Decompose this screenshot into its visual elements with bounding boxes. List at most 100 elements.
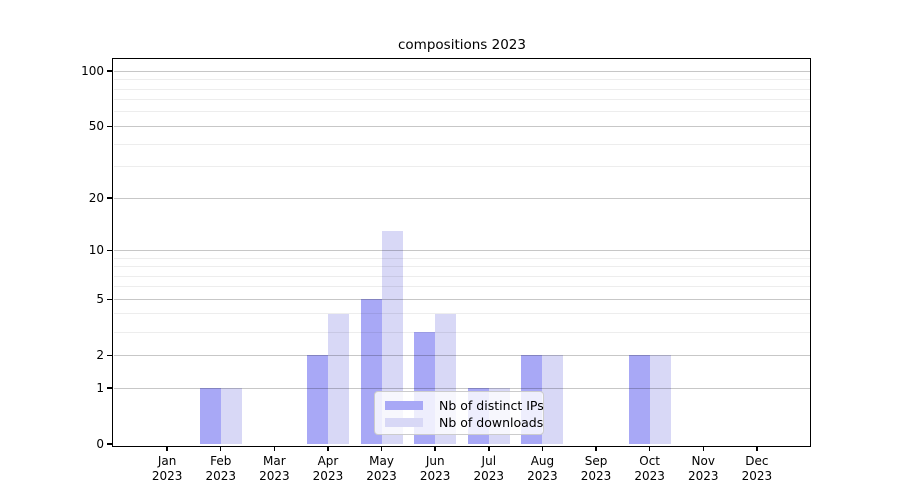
gridline-minor-80 <box>113 88 811 90</box>
x-tick-year: 2023 <box>259 469 290 483</box>
y-tick-label-1: 1 <box>96 381 104 395</box>
x-tick-aug <box>541 445 544 451</box>
x-tick-month: Jul <box>481 454 497 468</box>
y-tick-label-50: 50 <box>88 119 104 134</box>
x-tick-oct <box>648 445 651 451</box>
x-tick-nov <box>702 445 705 451</box>
gridline-major-10 <box>113 249 811 251</box>
x-tick-year: 2023 <box>473 469 505 483</box>
x-tick-label-jul-2023: Jul 2023 <box>462 454 516 484</box>
x-tick-label-sep-2023: Sep 2023 <box>569 454 623 484</box>
x-tick-label-jan-2023: Jan 2023 <box>140 454 194 484</box>
x-tick-month: Feb <box>210 454 232 468</box>
x-tick-month: Jan <box>157 454 177 468</box>
x-tick-year: 2023 <box>312 469 344 483</box>
x-tick-month: Sep <box>584 454 608 468</box>
x-tick-year: 2023 <box>205 469 236 483</box>
gridline-major-5 <box>113 298 811 300</box>
bar-nb-of-downloads-oct-2023 <box>649 355 671 444</box>
x-tick-month: Nov <box>691 454 715 468</box>
y-tick-50 <box>107 125 112 128</box>
y-tick-0 <box>107 443 112 445</box>
x-tick-year: 2023 <box>634 469 665 483</box>
gridline-minor-6 <box>113 286 811 288</box>
bar-nb-of-distinct-ips-apr-2023 <box>306 355 328 444</box>
legend: Nb of distinct IPs Nb of downloads <box>374 391 544 435</box>
x-tick-label-feb-2023: Feb 2023 <box>194 454 248 484</box>
y-tick-label-100: 100 <box>81 64 104 79</box>
x-tick-label-apr-2023: Apr 2023 <box>301 454 355 484</box>
y-tick-label-20: 20 <box>88 191 104 206</box>
x-tick-year: 2023 <box>151 469 183 483</box>
gridline-major-50 <box>113 125 811 127</box>
y-tick-label-0: 0 <box>96 437 104 451</box>
gridline-major-100 <box>113 70 811 72</box>
y-tick-label-2: 2 <box>96 348 104 363</box>
gridline-major-2 <box>113 354 811 356</box>
x-tick-month: Dec <box>745 454 769 468</box>
x-tick-month: Oct <box>639 454 661 468</box>
chart-title: compositions 2023 <box>398 37 526 53</box>
x-tick-label-mar-2023: Mar 2023 <box>247 454 301 484</box>
x-tick-label-dec-2023: Dec 2023 <box>730 454 784 484</box>
x-tick-year: 2023 <box>419 469 451 483</box>
y-tick-20 <box>107 197 112 199</box>
legend-item-nb-of-downloads: Nb of downloads <box>385 414 543 431</box>
bar-nb-of-downloads-feb-2023 <box>220 388 242 444</box>
gridline-minor-40 <box>113 143 811 145</box>
gridline-minor-9 <box>113 257 811 259</box>
x-tick-year: 2023 <box>366 469 397 483</box>
x-tick-may <box>380 445 383 451</box>
x-tick-month: May <box>369 454 394 468</box>
gridline-minor-3 <box>113 331 811 333</box>
x-tick-label-aug-2023: Aug 2023 <box>515 454 569 484</box>
x-tick-label-oct-2023: Oct 2023 <box>623 454 677 484</box>
x-tick-month: Aug <box>530 454 555 468</box>
x-tick-month: Apr <box>317 454 339 468</box>
bar-nb-of-distinct-ips-feb-2023 <box>199 388 221 444</box>
x-tick-apr <box>327 445 329 451</box>
legend-swatch-nb-of-distinct-ips <box>385 400 423 411</box>
legend-label-nb-of-downloads: Nb of downloads <box>439 415 544 430</box>
x-tick-month: Jun <box>425 454 445 468</box>
y-tick-2 <box>107 354 112 356</box>
x-tick-year: 2023 <box>687 469 719 483</box>
gridline-minor-8 <box>113 266 811 267</box>
bar-nb-of-distinct-ips-oct-2023 <box>628 355 650 444</box>
gridline-major-1 <box>113 387 811 389</box>
bar-nb-of-downloads-apr-2023 <box>327 313 349 444</box>
y-tick-100 <box>107 70 112 72</box>
gridline-minor-70 <box>113 99 811 101</box>
y-tick-5 <box>107 298 112 300</box>
y-tick-label-10: 10 <box>88 243 104 258</box>
gridline-minor-7 <box>113 275 811 277</box>
x-tick-mar <box>273 445 276 451</box>
gridline-minor-30 <box>113 166 811 168</box>
bar-nb-of-downloads-aug-2023 <box>542 355 564 444</box>
gridline-minor-90 <box>113 79 811 81</box>
x-tick-year: 2023 <box>741 469 773 483</box>
legend-item-nb-of-distinct-ips: Nb of distinct IPs <box>385 397 544 414</box>
gridline-major-20 <box>113 197 811 199</box>
x-tick-jan <box>166 445 168 451</box>
bar-nb-of-downloads-may-2023 <box>381 230 403 444</box>
x-tick-sep <box>595 445 597 451</box>
y-tick-10 <box>107 249 112 252</box>
x-tick-month: Mar <box>263 454 286 468</box>
x-tick-label-nov-2023: Nov 2023 <box>676 454 730 484</box>
y-tick-1 <box>107 387 112 389</box>
legend-label-nb-of-distinct-ips: Nb of distinct IPs <box>439 398 544 413</box>
gridline-minor-60 <box>113 111 811 113</box>
x-tick-jun <box>434 445 436 451</box>
x-tick-dec <box>756 445 758 451</box>
x-tick-feb <box>219 445 222 451</box>
x-tick-year: 2023 <box>527 469 558 483</box>
y-tick-label-5: 5 <box>96 292 104 307</box>
x-tick-label-jun-2023: Jun 2023 <box>408 454 462 484</box>
x-tick-year: 2023 <box>580 469 612 483</box>
gridline-minor-4 <box>113 313 811 315</box>
x-tick-jul <box>488 445 490 451</box>
x-tick-label-may-2023: May 2023 <box>355 454 409 484</box>
legend-swatch-nb-of-downloads <box>385 417 423 428</box>
